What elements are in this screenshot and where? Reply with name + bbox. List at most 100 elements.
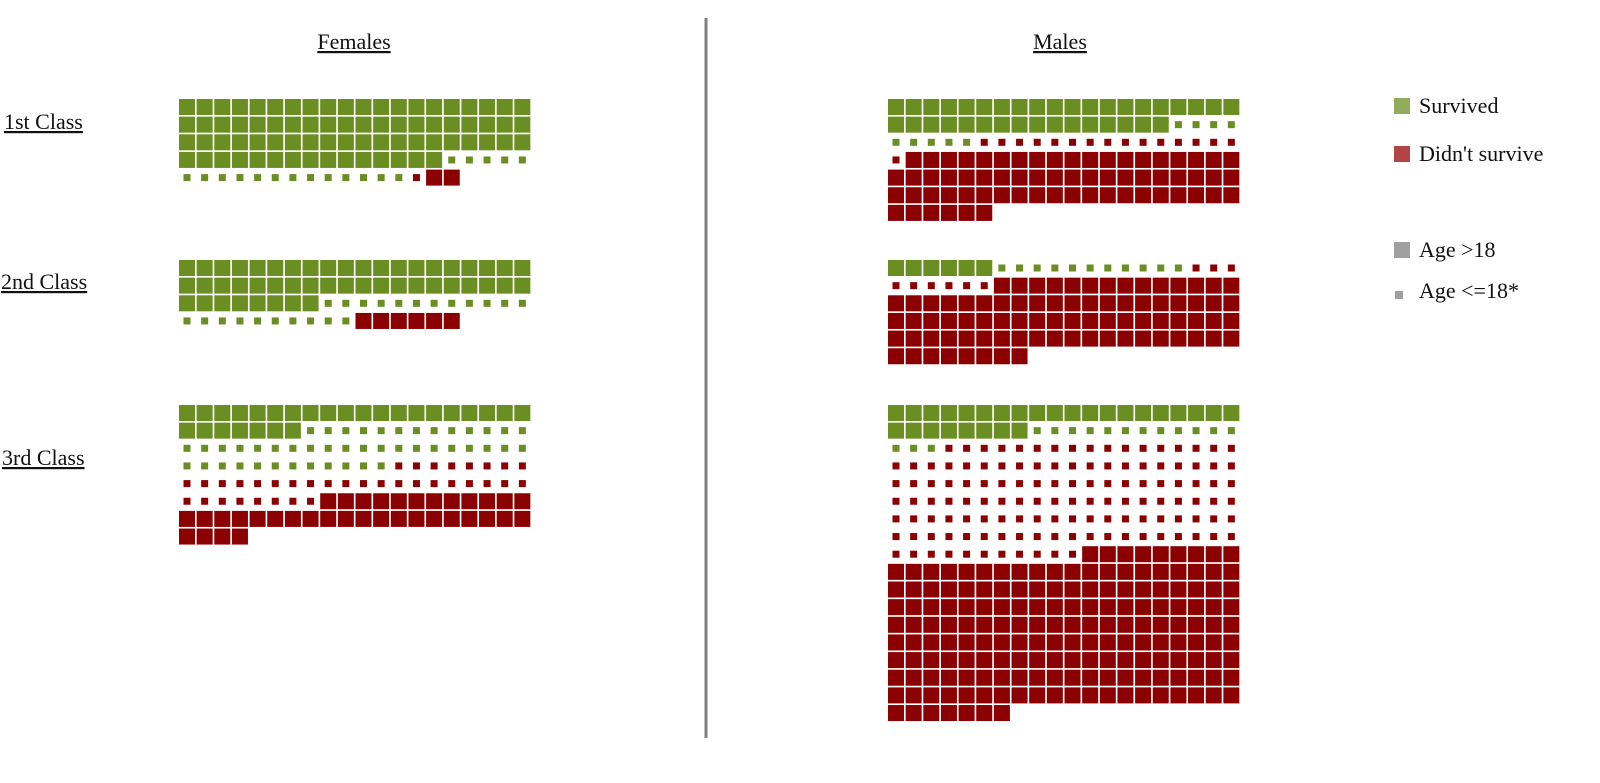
waffle-square-survived-child — [307, 444, 315, 452]
waffle-square-died-adult — [1188, 634, 1205, 651]
waffle-square-survived-adult — [355, 277, 372, 294]
waffle-square-died-adult — [1082, 599, 1099, 616]
waffle-square-died-adult — [1117, 687, 1134, 704]
waffle-square-died-adult — [1082, 687, 1099, 704]
waffle-square-survived-adult — [905, 99, 922, 115]
waffle-square-survived-child — [1157, 264, 1165, 272]
waffle-square-died-adult — [1117, 295, 1134, 312]
waffle-square-survived-child — [360, 462, 367, 470]
waffle-square-died-adult — [1170, 599, 1187, 616]
waffle-square-died-child — [1121, 138, 1129, 146]
waffle-square-died-adult — [940, 151, 957, 168]
waffle-square-died-child — [1157, 444, 1165, 452]
waffle-square-died-adult — [249, 510, 266, 527]
waffle-square-died-adult — [1117, 151, 1134, 168]
waffle-square-died-adult — [1117, 330, 1134, 347]
waffle-square-survived-child — [183, 174, 191, 182]
waffle-square-died-adult — [1029, 187, 1046, 204]
waffle-square-died-adult — [1011, 634, 1028, 651]
waffle-square-survived-child — [412, 299, 420, 307]
waffle-square-survived-adult — [373, 277, 390, 294]
waffle-square-survived-adult — [461, 99, 478, 115]
waffle-square-died-adult — [1082, 312, 1099, 329]
waffle-square-died-child — [518, 480, 526, 488]
waffle-square-died-adult — [888, 616, 904, 633]
waffle-square-died-adult — [976, 151, 993, 168]
waffle-square-died-adult — [443, 312, 460, 329]
waffle-square-died-child — [1086, 444, 1094, 452]
waffle-square-survived-child — [448, 427, 456, 435]
waffle-square-died-adult — [1117, 616, 1134, 633]
waffle-square-died-adult — [1170, 546, 1187, 563]
waffle-square-died-adult — [196, 510, 213, 527]
waffle-square-died-adult — [355, 510, 372, 527]
waffle-square-died-child — [289, 480, 297, 488]
waffle-square-died-adult — [1205, 187, 1222, 204]
waffle-square-died-adult — [888, 563, 904, 580]
waffle-square-died-adult — [993, 348, 1010, 365]
waffle-square-survived-adult — [267, 405, 284, 421]
waffle-square-died-adult — [1135, 187, 1152, 204]
waffle-square-survived-adult — [514, 260, 531, 276]
waffle-square-died-adult — [1011, 330, 1028, 347]
waffle-square-died-child — [1016, 515, 1024, 523]
waffle-square-died-child — [395, 480, 403, 488]
waffle-square-survived-adult — [514, 405, 531, 421]
waffle-square-died-adult — [426, 510, 443, 527]
waffle-square-died-adult — [1046, 616, 1063, 633]
waffle-square-survived-child — [1086, 427, 1094, 435]
waffle-square-died-adult — [976, 169, 993, 186]
waffle-square-died-adult — [923, 348, 940, 365]
waffle-square-survived-child — [183, 317, 191, 325]
waffle-square-survived-child — [342, 317, 350, 325]
waffle-square-survived-adult — [249, 277, 266, 294]
waffle-square-died-adult — [320, 493, 337, 510]
waffle-square-survived-child — [1174, 264, 1182, 272]
waffle-square-survived-adult — [426, 405, 443, 421]
waffle-square-died-adult — [1046, 330, 1063, 347]
waffle-square-died-child — [892, 462, 900, 470]
waffle-square-died-child — [1121, 462, 1129, 470]
waffle-square-survived-child — [254, 174, 262, 182]
waffle-square-died-adult — [923, 705, 940, 722]
waffle-square-died-child — [1051, 515, 1059, 523]
waffle-square-died-child — [945, 282, 953, 290]
waffle-square-survived-adult — [320, 99, 337, 115]
waffle-square-died-adult — [905, 169, 922, 186]
waffle-square-died-adult — [1029, 581, 1046, 598]
waffle-square-survived-adult — [337, 116, 354, 133]
waffle-square-survived-child — [998, 264, 1006, 272]
waffle-square-died-adult — [1029, 330, 1046, 347]
waffle-square-died-adult — [958, 348, 975, 365]
waffle-square-died-adult — [940, 187, 957, 204]
waffle-square-died-adult — [888, 669, 904, 686]
waffle-square-died-adult — [1046, 312, 1063, 329]
waffle-square-died-child — [1192, 515, 1200, 523]
waffle-square-died-adult — [923, 563, 940, 580]
waffle-square-survived-adult — [1135, 405, 1152, 421]
class-label-3rd: 3rd Class — [2, 445, 85, 470]
waffle-square-died-child — [980, 282, 988, 290]
waffle-square-survived-adult — [923, 405, 940, 421]
waffle-square-died-child — [980, 444, 988, 452]
waffle-square-survived-adult — [514, 116, 531, 133]
waffle-square-survived-adult — [993, 99, 1010, 115]
waffle-square-died-child — [927, 533, 935, 541]
waffle-square-survived-child — [501, 427, 509, 435]
waffle-square-died-child — [1033, 444, 1041, 452]
waffle-square-died-child — [1227, 264, 1235, 272]
waffle-square-died-child — [1016, 462, 1024, 470]
waffle-square-died-adult — [1135, 616, 1152, 633]
waffle-square-died-adult — [1205, 634, 1222, 651]
waffle-square-died-child — [1069, 480, 1076, 488]
waffle-square-died-adult — [1082, 669, 1099, 686]
waffle-square-died-adult — [1099, 169, 1116, 186]
waffle-square-survived-adult — [249, 422, 266, 439]
waffle-square-died-child — [1051, 550, 1059, 558]
waffle-square-died-adult — [1064, 169, 1081, 186]
waffle-square-survived-child — [465, 427, 473, 435]
waffle-square-died-adult — [1170, 187, 1187, 204]
waffle-square-died-adult — [976, 705, 993, 722]
waffle-square-survived-adult — [940, 99, 957, 115]
waffle-square-died-child — [980, 480, 988, 488]
